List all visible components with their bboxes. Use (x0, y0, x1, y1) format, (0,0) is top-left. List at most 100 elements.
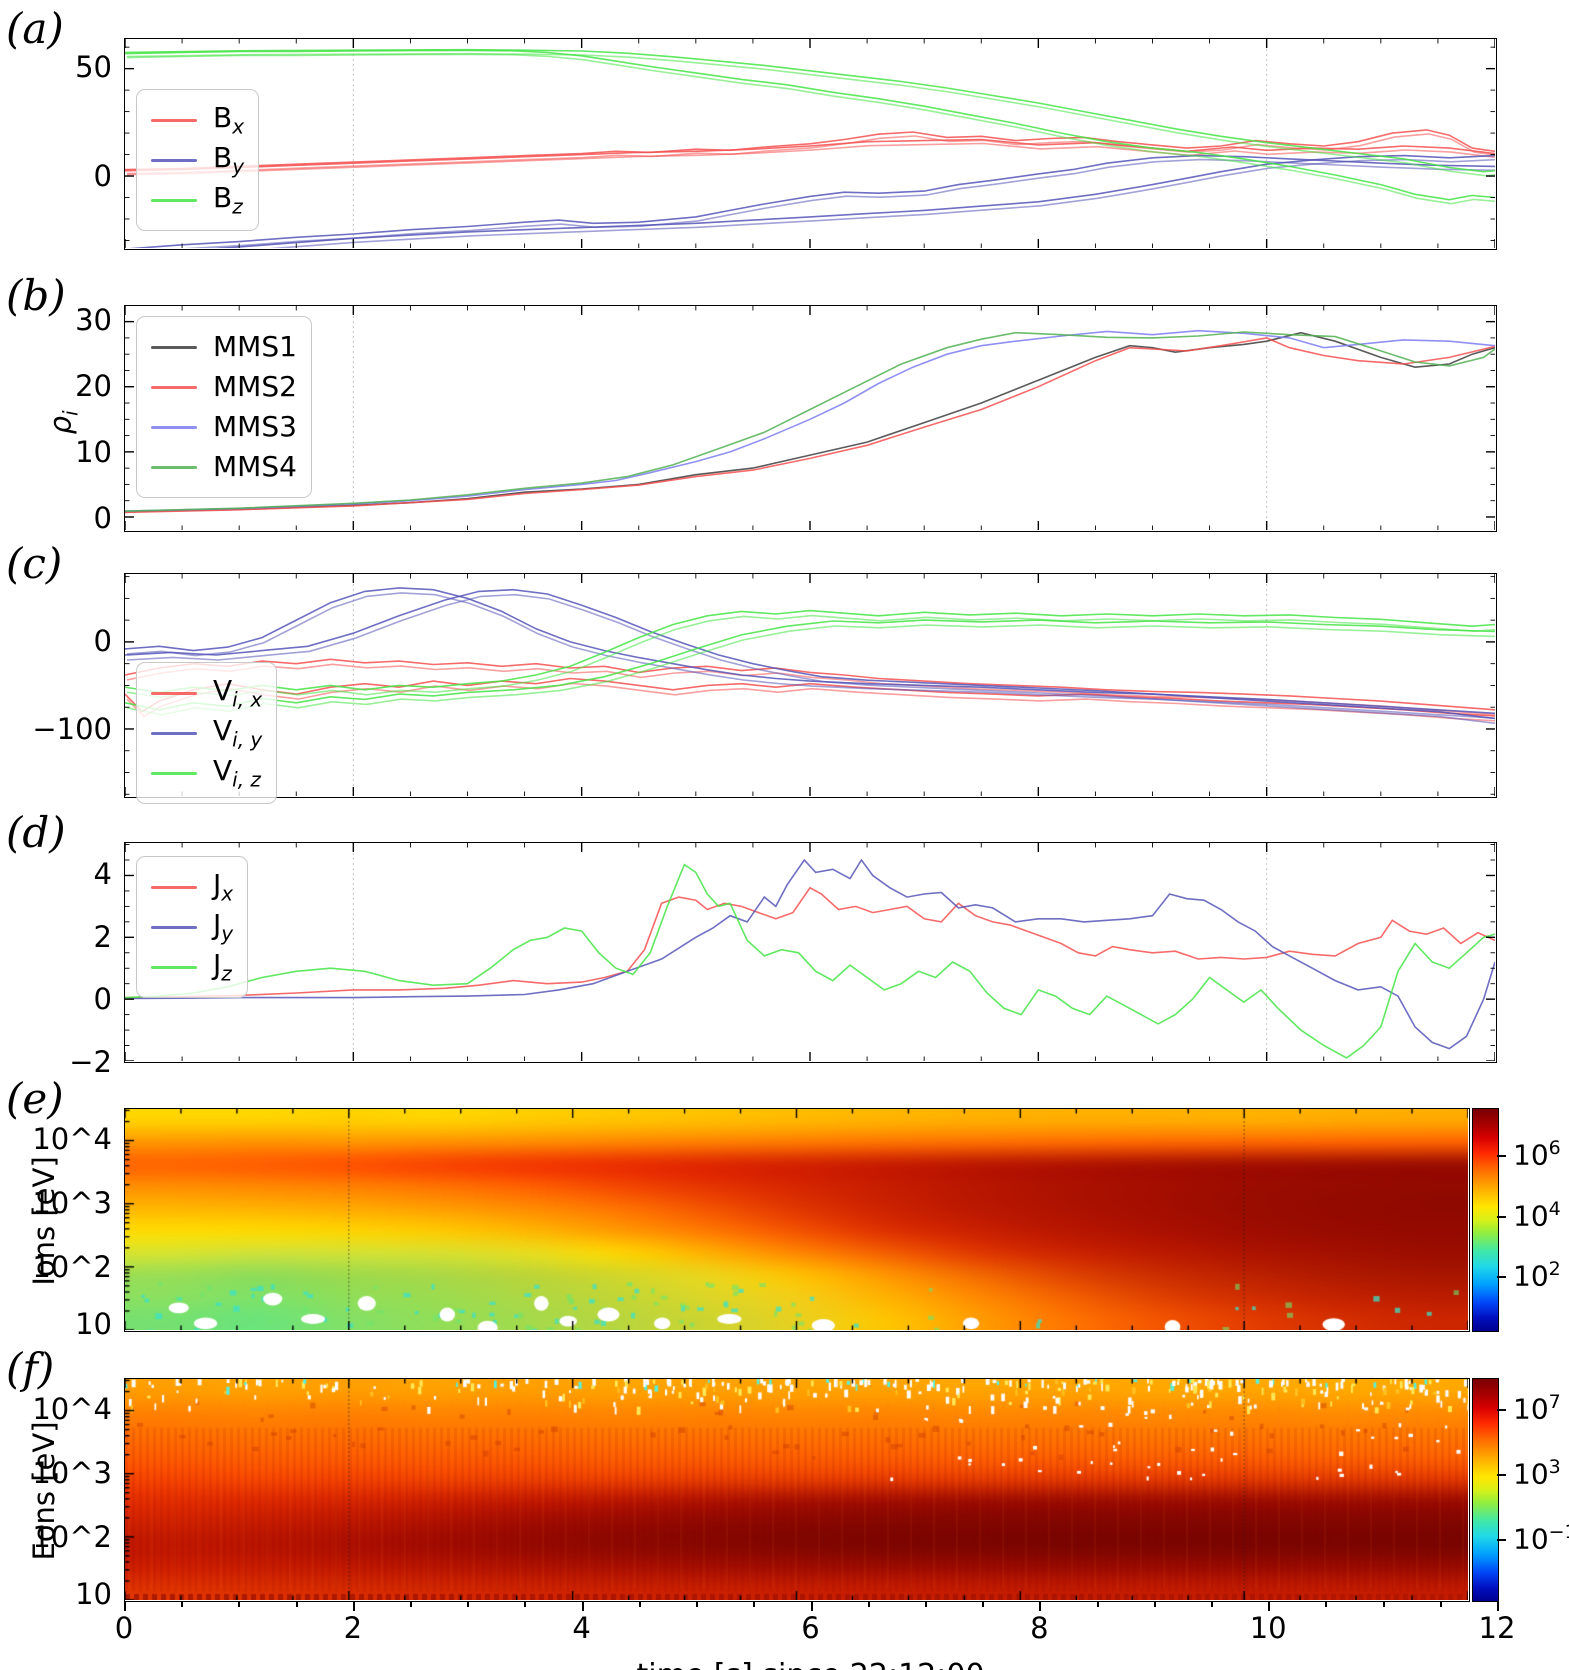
legend-label: Jz (213, 947, 232, 986)
y-tick-label: −2 (69, 1045, 112, 1079)
legend-entry: Vi, x (151, 673, 262, 713)
colorbar-tick (1497, 1155, 1506, 1158)
legend-entry: Vi, z (151, 753, 262, 793)
legend-label-sub: y (232, 154, 245, 179)
y-tick-label: 20 (75, 368, 112, 403)
legend-line-sample (151, 345, 197, 349)
x-axis-tick (467, 1602, 470, 1607)
legend-label: Jx (213, 867, 234, 906)
y-tick-label: 10^4 (32, 1122, 112, 1157)
x-axis-tick (181, 1602, 184, 1607)
legend-entry: MMS2 (151, 367, 297, 407)
legend-label: Bz (213, 180, 243, 219)
legend-entry: Vi, y (151, 713, 262, 753)
y-tick-label: 0 (93, 623, 112, 658)
colorbar-tick-label: 107 (1513, 1391, 1561, 1426)
legend-label-sub: i, y (232, 727, 263, 752)
y-tick-label: 0 (93, 982, 112, 1017)
x-axis-tick (295, 1602, 298, 1607)
y-tick-label: 10 (75, 434, 112, 469)
legend-line-sample (151, 691, 197, 695)
panel-d-legend: Jx Jy Jz (136, 856, 249, 998)
panel-letter-c: (c) (6, 539, 63, 588)
colorbar-tick (1497, 1215, 1506, 1218)
y-tick-label: 10^2 (32, 1249, 112, 1284)
colorbar-tick-label: 102 (1513, 1258, 1561, 1293)
x-axis-tick (1439, 1602, 1442, 1607)
colorbar-tick-label: 10−1 (1513, 1521, 1569, 1556)
y-axis-title: ρi (43, 409, 83, 434)
legend-entry: MMS3 (151, 407, 297, 447)
legend-entry: By (151, 140, 244, 180)
legend-label-sub: x (232, 114, 245, 139)
panel-a-legend: Bx By Bz (136, 89, 260, 231)
x-axis-tick (124, 1602, 126, 1611)
electron-spectrogram-canvas (125, 1379, 1468, 1600)
x-axis-tick (638, 1602, 641, 1607)
legend-entry: Bx (151, 100, 244, 140)
panel-letter-f: (f) (6, 1344, 55, 1393)
legend-label-sub: i, x (232, 687, 263, 712)
legend-label-sub: y (221, 921, 234, 946)
panel-d-lines (125, 843, 1495, 1061)
y-tick-label: 30 (75, 302, 112, 337)
legend-line-sample (151, 385, 197, 389)
x-axis-tick (1153, 1602, 1156, 1607)
panel-d-plot: Jx Jy Jz (124, 842, 1497, 1063)
x-axis-tick (1325, 1602, 1328, 1607)
x-tick-label: 4 (572, 1611, 591, 1645)
x-axis-tick (581, 1602, 584, 1611)
x-axis-tick (696, 1602, 699, 1607)
legend-line-sample (151, 465, 197, 469)
legend-line-sample (151, 731, 197, 735)
legend-line-sample (151, 198, 197, 202)
ion-colorbar (1472, 1108, 1499, 1332)
x-axis-tick (524, 1602, 527, 1607)
colorbar-tick (1497, 1276, 1506, 1278)
legend-label: Vi, x (213, 673, 263, 712)
x-axis-tick (753, 1602, 756, 1607)
electron-colorbar (1472, 1378, 1499, 1602)
colorbar-tick (1497, 1409, 1506, 1412)
legend-label-sub: z (221, 961, 232, 986)
y-tick-label: 10^4 (32, 1392, 112, 1427)
panel-b-lines (125, 306, 1495, 530)
legend-line-sample (151, 771, 197, 775)
ion-spectrogram-canvas (125, 1109, 1468, 1330)
x-axis-tick (1382, 1602, 1385, 1607)
legend-entry: Jy (151, 907, 233, 947)
y-tick-label: 0 (93, 159, 112, 193)
panel-f-spectrogram (124, 1378, 1470, 1602)
panel-letter-e: (e) (6, 1074, 64, 1123)
colorbar-tick-label: 104 (1513, 1197, 1561, 1232)
legend-label: By (213, 140, 245, 179)
legend-line-sample (151, 965, 197, 969)
x-axis-tick (1039, 1602, 1042, 1611)
y-tick-label: 10 (75, 1307, 112, 1341)
y-tick-label: 10^3 (32, 1186, 112, 1221)
x-tick-label: 8 (1030, 1611, 1049, 1645)
panel-a-lines (125, 39, 1495, 248)
legend-label-sub: x (221, 881, 234, 906)
y-tick-label: 10 (75, 1577, 112, 1611)
legend-entry: MMS1 (151, 327, 297, 367)
panel-e-spectrogram (124, 1108, 1470, 1332)
y-tick-label: 0 (93, 500, 112, 535)
legend-label: Bx (213, 100, 245, 139)
x-axis-tick (924, 1602, 927, 1607)
legend-line-sample (151, 925, 197, 929)
x-axis-tick (1210, 1602, 1213, 1607)
panel-b-legend: MMS1 MMS2 MMS3 MMS4 (136, 316, 312, 498)
x-tick-label: 0 (114, 1611, 134, 1645)
panel-c-plot: Vi, x Vi, y Vi, z (124, 573, 1497, 804)
legend-line-sample (151, 885, 197, 889)
legend-label: Vi, z (213, 753, 261, 792)
panel-b-plot: MMS1 MMS2 MMS3 MMS4 (124, 305, 1497, 532)
legend-line-sample (151, 158, 197, 162)
x-tick-label: 10 (1249, 1611, 1287, 1645)
x-axis-title: time [s] since 22:12:00 (511, 1658, 1111, 1670)
y-tick-label: 10^2 (32, 1519, 112, 1554)
legend-label: Vi, y (213, 713, 263, 752)
legend-line-sample (151, 118, 197, 122)
